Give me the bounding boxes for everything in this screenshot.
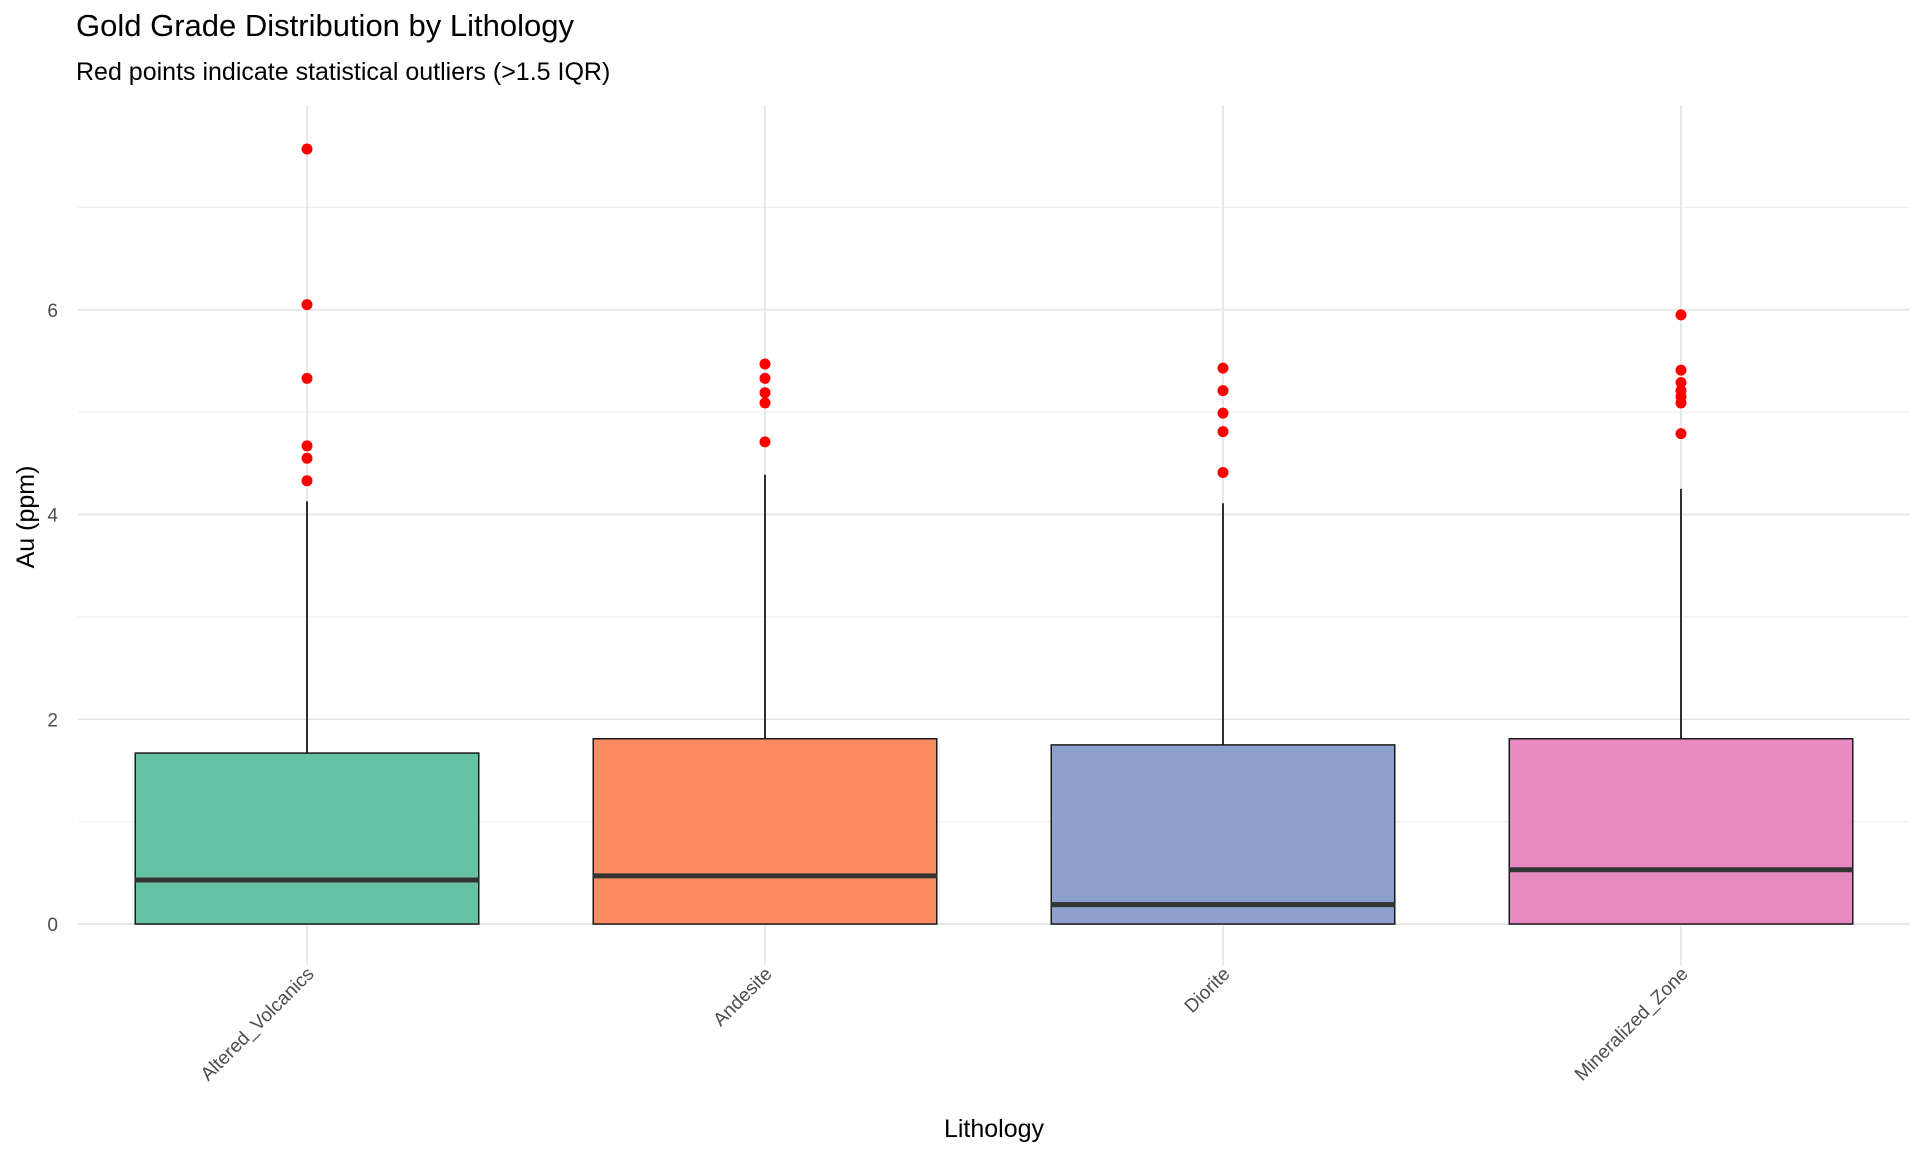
chart-title: Gold Grade Distribution by Lithology — [76, 8, 574, 43]
x-tick-label: Mineralized_Zone — [1571, 964, 1693, 1086]
outlier-point — [301, 475, 313, 487]
outlier-point — [1217, 467, 1229, 479]
outlier-point — [301, 452, 313, 464]
y-axis-title: Au (ppm) — [12, 466, 40, 569]
outlier-point — [301, 299, 313, 311]
box — [134, 752, 480, 925]
outlier-point — [1675, 428, 1687, 440]
outlier-point — [301, 440, 313, 452]
outlier-point — [1217, 407, 1229, 419]
x-axis-title: Lithology — [944, 1115, 1045, 1143]
x-tick-label: Altered_Volcanics — [197, 964, 319, 1086]
box — [1508, 737, 1854, 925]
chart-subtitle: Red points indicate statistical outliers… — [76, 58, 611, 86]
outlier-point — [1675, 376, 1687, 388]
outlier-point — [1217, 426, 1229, 438]
box — [1050, 744, 1396, 925]
x-tick-label: Andesite — [709, 964, 776, 1031]
outlier-point — [301, 143, 313, 155]
outlier-point — [759, 397, 771, 409]
y-tick-label: 2 — [47, 710, 58, 731]
y-tick-label: 0 — [47, 915, 58, 936]
box — [592, 737, 938, 925]
outlier-point — [1675, 364, 1687, 376]
outlier-point — [301, 372, 313, 384]
outlier-point — [1675, 309, 1687, 321]
outlier-point — [759, 372, 771, 384]
outlier-point — [759, 436, 771, 448]
x-tick-label: Diorite — [1181, 964, 1235, 1018]
outlier-point — [759, 387, 771, 399]
outlier-point — [1675, 385, 1687, 397]
outlier-point — [1217, 385, 1229, 397]
outlier-point — [1217, 362, 1229, 374]
outlier-point — [759, 358, 771, 370]
y-tick-label: 6 — [47, 301, 58, 322]
y-tick-label: 4 — [47, 506, 58, 527]
